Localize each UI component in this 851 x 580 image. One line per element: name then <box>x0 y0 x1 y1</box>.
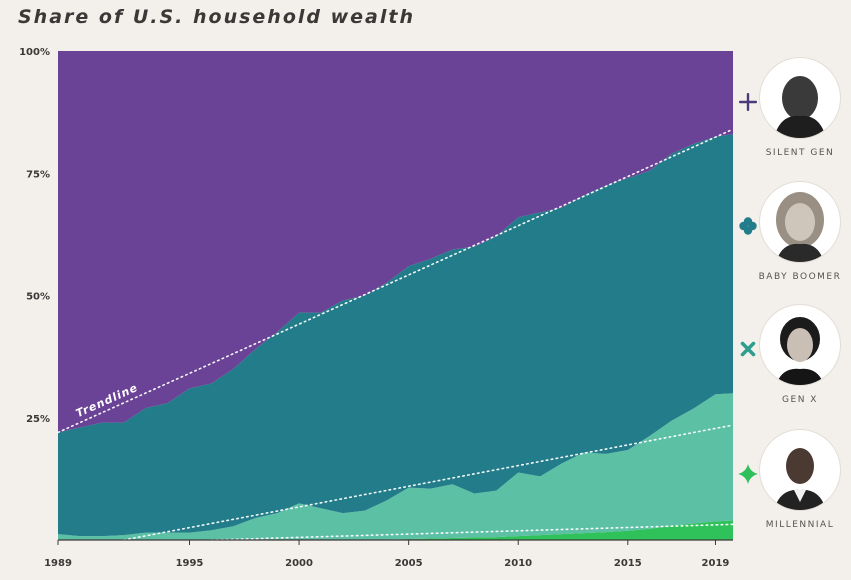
club-glyph-icon <box>739 217 757 235</box>
x-tick-label: 2015 <box>614 558 642 569</box>
area-baby-boomer <box>58 134 733 537</box>
x-tick-label: 1995 <box>176 558 204 569</box>
axes: 100% 75% 50% 25% 1989 1995 2000 2005 2010 2015 201… <box>19 47 733 569</box>
chart-title: Share of U.S. household wealth <box>18 6 415 28</box>
y-tick-label: 50% <box>26 292 50 303</box>
area-layers <box>58 51 733 540</box>
x-tick-label: 2019 <box>702 558 730 569</box>
trendline-2 <box>122 424 734 541</box>
four-point-star-icon <box>738 464 758 484</box>
x-glyph-icon <box>740 341 756 357</box>
avatar-baby-boomer <box>760 182 840 262</box>
legend-label: SILENT GEN <box>765 148 835 158</box>
area-millennial <box>58 520 733 540</box>
legend-label: BABY BOOMER <box>758 272 842 282</box>
trendline-1 <box>57 128 734 434</box>
trendline-3 <box>210 523 734 541</box>
x-tick-label: 2000 <box>285 558 313 569</box>
plus-glyph-icon <box>739 93 757 111</box>
area-gen-x <box>58 393 733 540</box>
avatar-millennial <box>760 430 840 510</box>
legend-label: MILLENNIAL <box>765 520 835 530</box>
y-tick-label: 75% <box>26 169 50 180</box>
x-tick-label: 1989 <box>44 558 72 569</box>
x-tick-label: 2010 <box>504 558 532 569</box>
y-tick-label: 25% <box>26 414 50 425</box>
y-tick-label: 100% <box>19 47 50 58</box>
legend-label: GEN X <box>782 395 818 405</box>
x-tick-label: 2005 <box>395 558 423 569</box>
avatar-silent-gen <box>760 58 840 138</box>
avatar-gen-x <box>760 305 840 385</box>
area-silent-gen <box>58 51 733 433</box>
